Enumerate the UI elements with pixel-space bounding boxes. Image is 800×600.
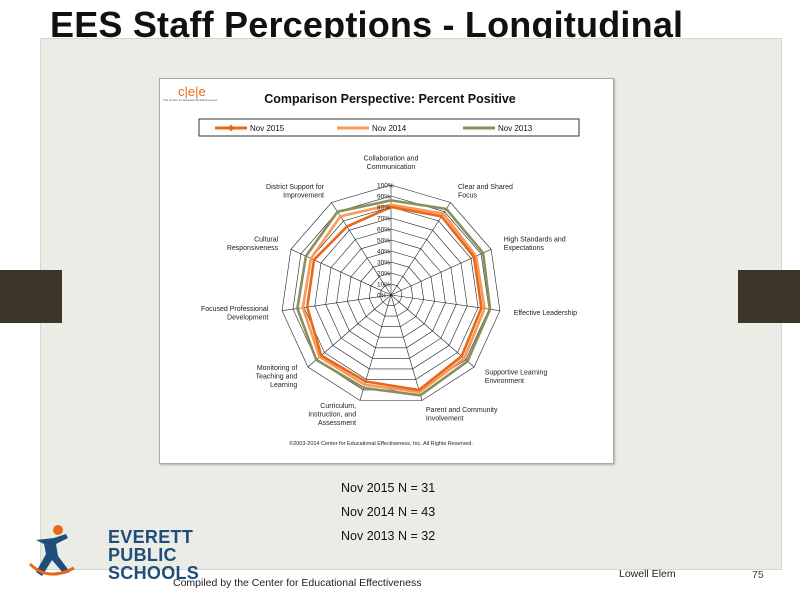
- tick-label: 30%: [377, 260, 390, 267]
- category-label: Parent and Community Involvement: [426, 407, 498, 423]
- tick-label: 20%: [377, 271, 390, 278]
- series-line-nov-2015: [305, 205, 483, 392]
- left-side-tab: [0, 270, 62, 323]
- radar-series: [296, 199, 492, 397]
- grid-ring: [379, 283, 403, 306]
- grid-ring: [281, 184, 501, 401]
- grid-ring: [357, 261, 425, 327]
- count-nov-2015: Nov 2015 N = 31: [341, 481, 436, 495]
- chart-legend-box: [198, 118, 580, 137]
- grid-spoke: [282, 294, 392, 311]
- grid-spoke: [331, 202, 392, 296]
- count-nov-2014: Nov 2014 N = 43: [341, 505, 436, 519]
- legend-label-nov-2015: Nov 2015: [250, 124, 285, 133]
- tick-label: 80%: [377, 205, 390, 212]
- chart-copyright: ©2003-2014 Center for Educational Effect…: [289, 440, 473, 447]
- tick-label: 50%: [377, 238, 390, 245]
- radar-grid: [281, 184, 501, 401]
- category-label: Curriculum, Instruction, and Assessment: [308, 403, 356, 427]
- cee-logo: c|e|e The Center for Educational Effecti…: [163, 84, 218, 102]
- page-number: 75: [752, 569, 764, 581]
- grid-spoke: [390, 202, 451, 296]
- grid-ring: [368, 272, 414, 317]
- tick-label: 10%: [377, 282, 390, 289]
- category-label: Clear and Shared Focus: [458, 184, 513, 200]
- grid-ring: [314, 217, 468, 370]
- runner-figure-icon: [28, 525, 75, 576]
- category-label: Focused Professional Development: [201, 306, 269, 322]
- everett-public-schools-logo: EVERETT PUBLIC SCHOOLS: [28, 524, 199, 587]
- category-label: High Standards and Expectations: [504, 237, 566, 253]
- right-side-tab: [738, 270, 800, 323]
- category-label: Supportive Learning Environment: [485, 370, 548, 386]
- grid-spoke: [390, 294, 423, 401]
- legend-label-nov-2014: Nov 2014: [372, 124, 407, 133]
- cee-logo-caption: The Center for Educational Effectiveness: [163, 98, 218, 102]
- logo-line-3: SCHOOLS: [108, 563, 200, 583]
- legend-label-nov-2013: Nov 2013: [498, 124, 533, 133]
- radar-chart-frame: c|e|e The Center for Educational Effecti…: [159, 78, 614, 464]
- logo-line-1: EVERETT: [108, 527, 194, 547]
- respondent-counts: Nov 2015 N = 31 Nov 2014 N = 43 Nov 2013…: [341, 476, 435, 548]
- grid-spoke: [390, 294, 475, 368]
- grid-ring: [347, 250, 435, 338]
- legend-marker-nov-2015: [227, 124, 235, 132]
- series-line-nov-2014: [301, 203, 486, 394]
- count-nov-2013: Nov 2013 N = 32: [341, 529, 436, 543]
- radar-category-labels: Collaboration and Communication Clear and …: [201, 156, 577, 428]
- tick-label: 0%: [377, 293, 387, 300]
- tick-label: 60%: [377, 227, 390, 234]
- cee-logo-mark: c|e|e: [178, 84, 206, 99]
- tick-label: 90%: [377, 194, 390, 201]
- chart-legend: Nov 2015 Nov 2014 Nov 2013: [215, 124, 533, 133]
- category-label: Collaboration and Communication: [364, 156, 419, 172]
- logo-line-2: PUBLIC: [108, 545, 177, 565]
- tick-label: 100%: [377, 183, 394, 190]
- school-name: Lowell Elem: [619, 568, 676, 580]
- tick-label: 70%: [377, 216, 390, 223]
- series-line-nov-2013: [296, 199, 492, 397]
- radar-chart: c|e|e The Center for Educational Effecti…: [163, 84, 580, 447]
- category-label: Effective Leadership: [514, 310, 577, 317]
- category-label: District Support for Improvement: [266, 184, 325, 200]
- tick-label: 40%: [377, 249, 390, 256]
- grid-spoke: [359, 294, 392, 401]
- grid-ring: [336, 239, 446, 349]
- category-label: Monitoring of Teaching and Learning: [256, 365, 298, 389]
- grid-spoke: [290, 249, 392, 296]
- grid-ring: [292, 195, 490, 391]
- footer-compiled-by: Compiled by the Center for Educational E…: [173, 577, 422, 589]
- category-label: Cultural Responsiveness: [227, 237, 279, 253]
- radar-tick-labels: 0% 10% 20% 30% 40% 50% 60% 70% 80% 90% 100%: [377, 183, 394, 300]
- chart-title: Comparison Perspective: Percent Positive: [264, 92, 516, 106]
- grid-ring: [325, 228, 457, 359]
